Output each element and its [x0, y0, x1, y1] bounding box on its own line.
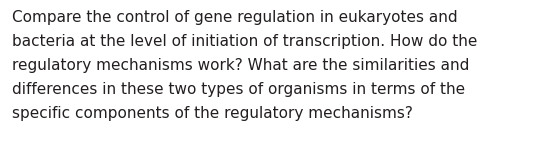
Text: differences in these two types of organisms in terms of the: differences in these two types of organi… — [12, 82, 465, 97]
Text: specific components of the regulatory mechanisms?: specific components of the regulatory me… — [12, 106, 413, 121]
Text: Compare the control of gene regulation in eukaryotes and: Compare the control of gene regulation i… — [12, 10, 458, 25]
Text: bacteria at the level of initiation of transcription. How do the: bacteria at the level of initiation of t… — [12, 34, 478, 49]
Text: regulatory mechanisms work? What are the similarities and: regulatory mechanisms work? What are the… — [12, 58, 469, 73]
